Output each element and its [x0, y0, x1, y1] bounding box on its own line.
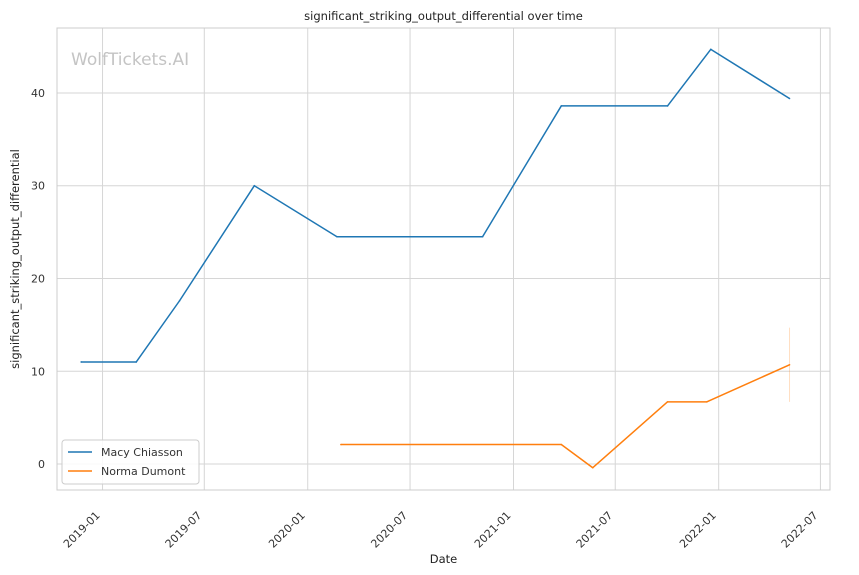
- y-tick-label: 40: [31, 87, 45, 100]
- data-point: [178, 299, 181, 302]
- data-point: [706, 401, 708, 403]
- data-point: [340, 443, 342, 446]
- data-point: [560, 105, 563, 107]
- data-point: [666, 401, 669, 403]
- data-point: [253, 184, 256, 187]
- y-tick-label: 10: [31, 365, 45, 378]
- x-tick-label: 2022-01: [677, 509, 719, 551]
- x-axis-ticks: 2019-01 2019-07 2020-01 2020-07 2021-01 2021-…: [61, 509, 821, 551]
- legend-entry: Macy Chiasson: [101, 446, 183, 459]
- chart-title: significant_striking_output_differential…: [304, 9, 583, 23]
- y-axis-ticks: 0 10 20 30 40: [31, 87, 45, 471]
- x-tick-label: 2020-07: [368, 509, 410, 551]
- y-tick-label: 0: [38, 458, 45, 471]
- data-point: [788, 97, 791, 100]
- grid: [57, 28, 830, 490]
- legend-box: [61, 439, 200, 485]
- y-tick-label: 30: [31, 180, 45, 193]
- x-axis-label: Date: [430, 552, 458, 566]
- y-tick-label: 20: [31, 272, 45, 285]
- data-point: [336, 235, 338, 238]
- data-point: [788, 363, 791, 366]
- data-point: [80, 361, 82, 363]
- legend: Macy Chiasson Norma Dumont: [61, 439, 200, 485]
- data-point: [481, 235, 484, 238]
- data-point: [710, 48, 712, 51]
- y-axis-label: significant_striking_output_differential: [8, 149, 22, 369]
- plot-frame: [56, 27, 831, 491]
- series-layer: [80, 48, 791, 469]
- x-tick-label: 2019-07: [163, 509, 205, 551]
- data-point: [591, 466, 594, 469]
- watermark: WolfTickets.AI: [71, 50, 189, 70]
- data-point: [666, 105, 669, 107]
- x-tick-label: 2022-07: [779, 509, 821, 551]
- x-tick-label: 2021-01: [472, 509, 514, 551]
- x-tick-label: 2021-07: [574, 509, 616, 551]
- series-line: [81, 48, 790, 363]
- series-line: [340, 364, 790, 469]
- x-tick-label: 2019-01: [61, 509, 103, 551]
- data-point: [135, 361, 138, 363]
- legend-entry: Norma Dumont: [101, 465, 186, 478]
- data-point: [560, 443, 563, 446]
- x-tick-label: 2020-01: [266, 509, 308, 551]
